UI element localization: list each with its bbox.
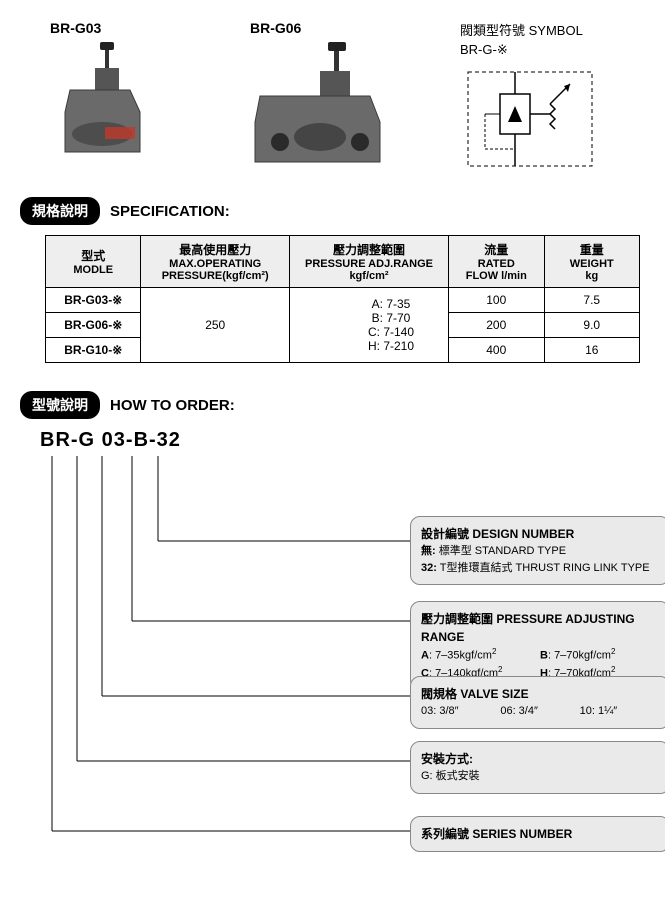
box-size: 閥規格 VALVE SIZE 03: 3/8″ 06: 3/4″ 10: 1¼″	[410, 676, 665, 729]
symbol-diagram	[460, 64, 600, 174]
product-row: BR-G03 BR-G06 閥	[20, 20, 645, 177]
cell-adj: A: 7-35 B: 7-70 C: 7-140 H: 7-210	[289, 288, 448, 363]
table-row: BR-G03-※ 250 A: 7-35 B: 7-70 C: 7-140 H:…	[46, 288, 640, 313]
box-size-title: 閥規格 VALVE SIZE	[421, 685, 659, 703]
h-model-en: MODLE	[52, 264, 134, 276]
g03-label: BR-G03	[50, 20, 250, 36]
g03-image	[50, 42, 250, 165]
box-series-title: 系列編號 SERIES NUMBER	[421, 825, 659, 843]
mount-g: G: 板式安裝	[421, 768, 659, 785]
spec-table: 型式 MODLE 最高使用壓力 MAX.OPERATING PRESSURE(k…	[45, 235, 640, 363]
cell-model-1: BR-G06-※	[46, 313, 141, 338]
cell-flow-2: 400	[449, 338, 544, 363]
h-adj-zh: 壓力調整範圍	[333, 243, 405, 257]
design-l1b: 標準型 STANDARD TYPE	[439, 545, 566, 557]
h-press-zh: 最高使用壓力	[179, 243, 251, 257]
h-weight-unit: kg	[551, 270, 634, 282]
symbol-column: 閥類型符號 SYMBOL BR-G-※	[460, 20, 600, 177]
h-adj-en: PRESSURE ADJ.RANGE	[296, 258, 442, 270]
size-10: 10: 1¼″	[580, 703, 659, 720]
design-l2a: 32:	[421, 562, 437, 574]
box-design: 設計編號 DESIGN NUMBER 無: 標準型 STANDARD TYPE …	[410, 516, 665, 585]
cell-flow-0: 100	[449, 288, 544, 313]
cell-press: 250	[141, 288, 290, 363]
cell-model-2: BR-G10-※	[46, 338, 141, 363]
h-model-zh: 型式	[81, 249, 105, 263]
g06-image	[250, 42, 450, 175]
spec-en: SPECIFICATION:	[110, 203, 230, 220]
h-press-en: MAX.OPERATING	[147, 258, 283, 270]
order-heading: 型號說明 HOW TO ORDER:	[20, 391, 645, 419]
design-l1a: 無:	[421, 545, 436, 557]
size-06: 06: 3/4″	[500, 703, 579, 720]
cell-weight-0: 7.5	[544, 288, 640, 313]
cell-weight-1: 9.0	[544, 313, 640, 338]
g06-label: BR-G06	[250, 20, 450, 36]
cell-weight-2: 16	[544, 338, 640, 363]
box-mount-title: 安裝方式:	[421, 750, 659, 768]
order-code: BR-G 03-B-32	[40, 429, 645, 452]
adj-b: B: 7-70	[340, 311, 442, 325]
spec-badge: 規格說明	[20, 197, 100, 225]
product-g03: BR-G03	[50, 20, 250, 165]
order-diagram: 設計編號 DESIGN NUMBER 無: 標準型 STANDARD TYPE …	[40, 456, 645, 886]
adj-h: H: 7-210	[340, 339, 442, 353]
box-design-title: 設計編號 DESIGN NUMBER	[421, 525, 659, 543]
symbol-title: 閥類型符號 SYMBOL	[460, 20, 600, 39]
h-press-en2: PRESSURE(kgf/cm²)	[147, 270, 283, 282]
box-mount: 安裝方式: G: 板式安裝	[410, 741, 665, 794]
design-l2b: T型推環直結式 THRUST RING LINK TYPE	[440, 562, 650, 574]
order-badge: 型號說明	[20, 391, 100, 419]
box-series: 系列編號 SERIES NUMBER	[410, 816, 665, 852]
adj-a: A: 7-35	[340, 297, 442, 311]
symbol-sub: BR-G-※	[460, 42, 600, 58]
spec-header-row: 型式 MODLE 最高使用壓力 MAX.OPERATING PRESSURE(k…	[46, 236, 640, 288]
size-03: 03: 3/8″	[421, 703, 500, 720]
cell-model-0: BR-G03-※	[46, 288, 141, 313]
adj-c: C: 7-140	[340, 325, 442, 339]
h-weight-en: WEIGHT	[551, 258, 634, 270]
h-flow-zh: 流量	[484, 243, 508, 257]
h-flow-en: RATED	[455, 258, 537, 270]
cell-flow-1: 200	[449, 313, 544, 338]
product-g06: BR-G06	[250, 20, 450, 175]
box-pressure-title: 壓力調整範圍 PRESSURE ADJUSTING RANGE	[421, 610, 659, 646]
h-adj-unit: kgf/cm²	[296, 270, 442, 282]
h-weight-zh: 重量	[580, 243, 604, 257]
order-en: HOW TO ORDER:	[110, 397, 235, 414]
spec-heading: 規格說明 SPECIFICATION:	[20, 197, 645, 225]
h-flow-en2: FLOW l/min	[455, 270, 537, 282]
